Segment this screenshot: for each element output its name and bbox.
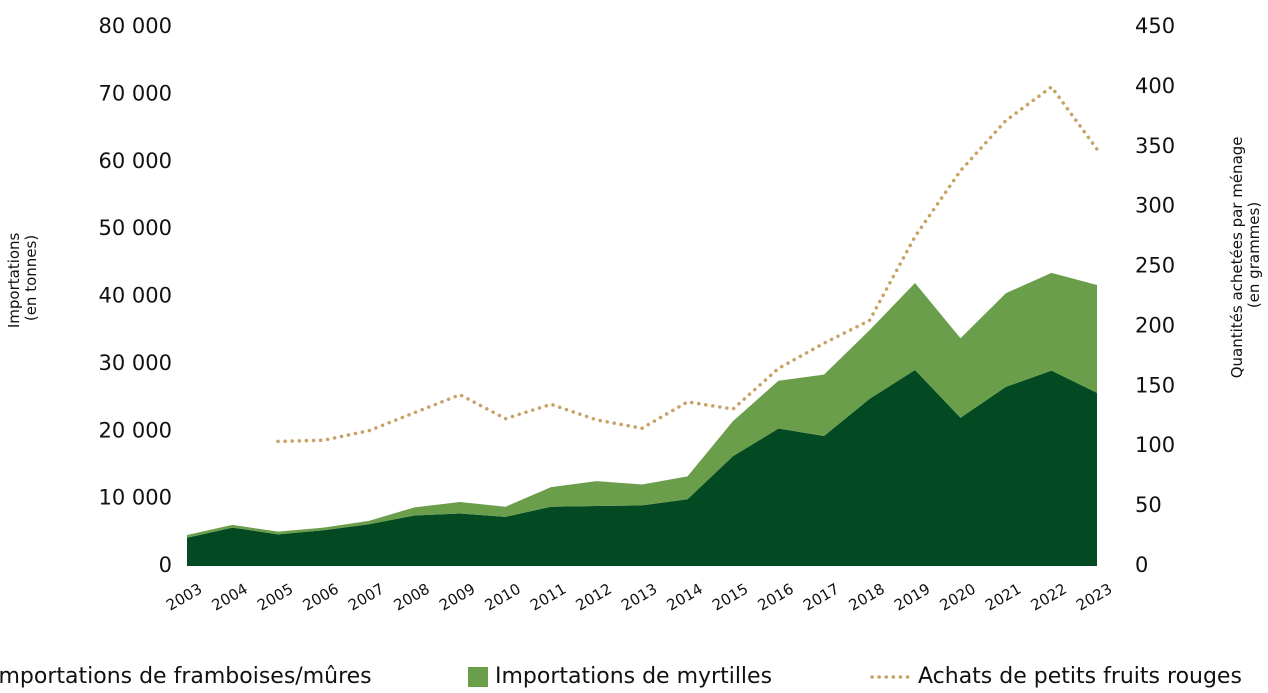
- y2-tick-label: 250: [1135, 254, 1175, 278]
- x-tick-label: 2020: [937, 580, 979, 615]
- y2-axis-title-line: (en grammes): [1245, 202, 1263, 308]
- y-tick-label: 0: [159, 553, 172, 577]
- area: [187, 272, 1097, 538]
- y-tick-label: 50 000: [99, 216, 172, 240]
- y-axis-title-line: (en tonnes): [22, 235, 40, 321]
- legend-label: Achats de petits fruits rouges: [918, 664, 1242, 689]
- x-tick-label: 2014: [664, 580, 706, 615]
- x-tick-label: 2012: [573, 580, 615, 615]
- x-tick-label: 2004: [209, 580, 251, 615]
- x-tick-label: 2017: [800, 580, 842, 615]
- y2-tick-label: 350: [1135, 134, 1175, 158]
- y2-axis-title: Quantités achetées par ménage (en gramme…: [1228, 132, 1263, 379]
- x-tick-label: 2006: [300, 580, 342, 615]
- y2-axis-title-line: Quantités achetées par ménage: [1228, 136, 1246, 378]
- x-tick-label: 2022: [1028, 580, 1070, 615]
- y2-tick-label: 150: [1135, 373, 1175, 397]
- y-tick-label: 30 000: [99, 351, 172, 375]
- x-tick-label: 2015: [709, 580, 751, 615]
- x-tick-label: 2018: [846, 580, 888, 615]
- y2-tick-label: 400: [1135, 74, 1175, 98]
- x-tick-label: 2019: [891, 580, 933, 615]
- y-tick-label: 70 000: [99, 81, 172, 105]
- area: [187, 369, 1097, 566]
- legend-label: Importations de myrtilles: [495, 664, 772, 689]
- legend-swatch: [468, 667, 488, 687]
- x-tick-label: 2009: [436, 580, 478, 615]
- y-axis-title-line: Importations: [5, 232, 23, 328]
- x-tick-label: 2003: [163, 580, 205, 615]
- legend-label: Importations de framboises/mûres: [0, 664, 372, 689]
- y-tick-label: 80 000: [99, 14, 172, 38]
- x-tick-label: 2021: [982, 580, 1024, 615]
- y-tick-label: 20 000: [99, 418, 172, 442]
- x-tick-label: 2013: [618, 580, 660, 615]
- x-tick-label: 2008: [391, 580, 433, 615]
- y2-tick-label: 50: [1135, 493, 1162, 517]
- y2-tick-label: 200: [1135, 313, 1175, 337]
- line: [276, 84, 1099, 444]
- y2-tick-label: 300: [1135, 194, 1175, 218]
- y2-tick-label: 450: [1135, 14, 1175, 38]
- x-tick-label: 2005: [254, 580, 296, 615]
- y-tick-label: 10 000: [99, 486, 172, 510]
- y-tick-label: 60 000: [99, 149, 172, 173]
- x-tick-label: 2007: [345, 580, 387, 615]
- x-tick-label: 2011: [527, 580, 569, 615]
- y2-tick-label: 100: [1135, 433, 1175, 457]
- x-tick-label: 2016: [755, 580, 797, 615]
- x-tick-label: 2010: [482, 580, 524, 615]
- y-tick-label: 40 000: [99, 284, 172, 308]
- y-axis-title: Importations (en tonnes): [5, 228, 40, 328]
- y2-tick-label: 0: [1135, 553, 1148, 577]
- x-tick-label: 2023: [1073, 580, 1115, 615]
